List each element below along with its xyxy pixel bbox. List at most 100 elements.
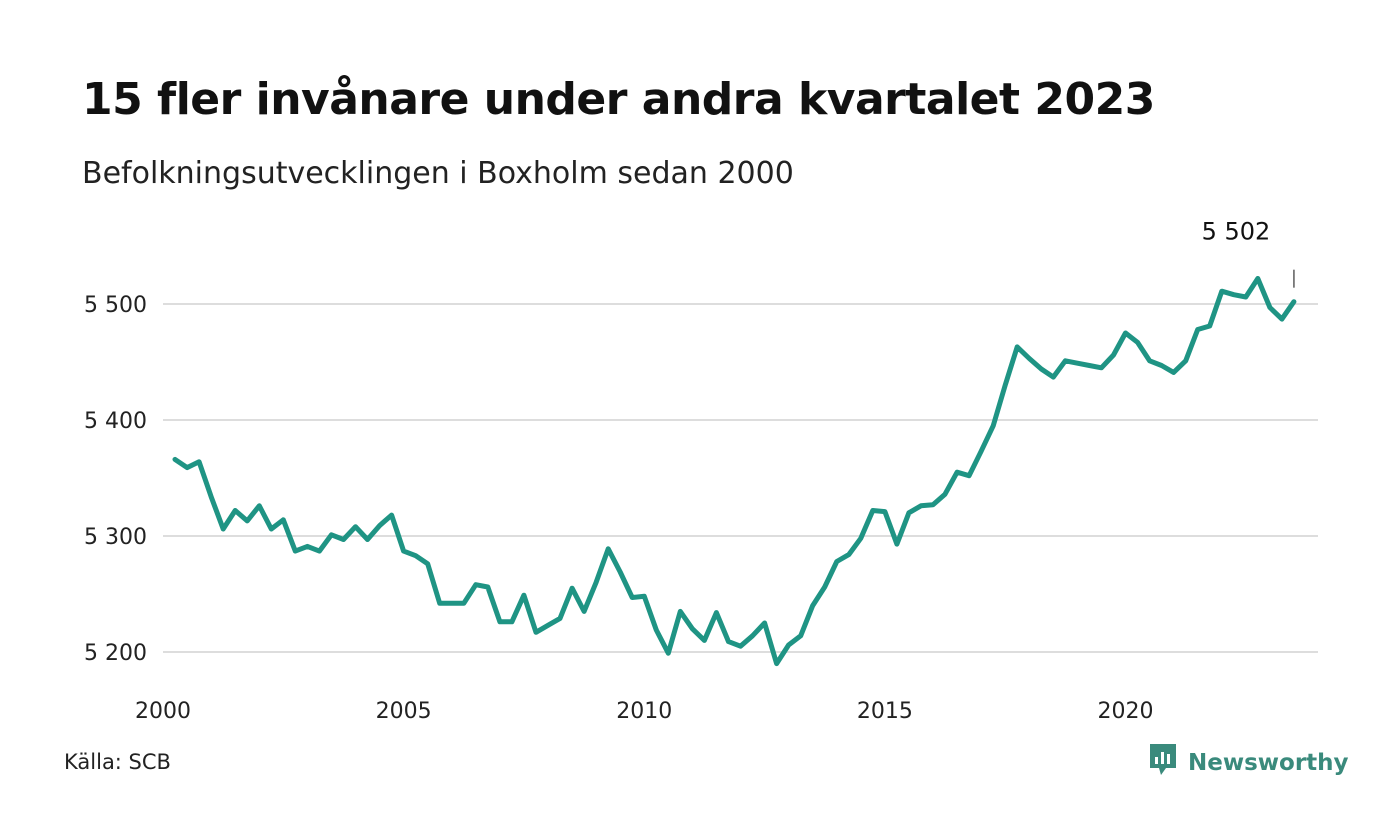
data-point xyxy=(906,510,912,515)
data-point xyxy=(1003,383,1008,388)
data-point xyxy=(1207,323,1212,329)
newsworthy-brand: Newsworthy xyxy=(1148,742,1349,784)
data-point xyxy=(798,633,803,638)
data-point xyxy=(1135,340,1140,345)
data-point xyxy=(991,423,996,428)
y-tick-label: 5 300 xyxy=(84,525,147,550)
data-point xyxy=(966,473,972,478)
data-point xyxy=(678,609,683,614)
data-point xyxy=(1015,344,1020,350)
data-point xyxy=(1099,365,1104,370)
data-point xyxy=(1027,356,1032,361)
data-point xyxy=(846,552,851,557)
data-point xyxy=(702,638,707,643)
data-point xyxy=(690,626,695,631)
data-point xyxy=(533,630,539,635)
data-point xyxy=(221,526,226,532)
brand-name: Newsworthy xyxy=(1188,750,1349,776)
data-point xyxy=(461,601,466,606)
data-point xyxy=(1219,289,1225,294)
y-gridlines xyxy=(163,303,1318,653)
source-note: Källa: SCB xyxy=(64,750,171,774)
data-point xyxy=(293,548,298,554)
data-point xyxy=(401,548,406,554)
data-point xyxy=(726,639,731,644)
data-point xyxy=(449,601,454,606)
data-point xyxy=(930,502,936,507)
end-value-label: 5 502 xyxy=(1202,218,1271,246)
data-point xyxy=(245,518,250,524)
data-point xyxy=(630,595,635,600)
data-point xyxy=(281,517,286,522)
data-point xyxy=(1051,374,1056,380)
data-point xyxy=(666,651,671,656)
data-point xyxy=(233,508,238,513)
data-point xyxy=(521,593,527,598)
data-point xyxy=(606,546,611,551)
data-point xyxy=(882,509,888,514)
data-point xyxy=(774,661,779,666)
y-axis-labels: 5 200 5 300 5 400 5 500 xyxy=(84,293,147,666)
data-point xyxy=(1195,327,1200,332)
data-point xyxy=(1039,366,1044,372)
y-tick-label: 5 400 xyxy=(84,409,147,434)
data-point xyxy=(317,548,322,554)
data-points xyxy=(172,276,1297,666)
data-point xyxy=(413,553,418,558)
data-point xyxy=(257,503,262,508)
x-tick-label: 2010 xyxy=(616,699,672,724)
data-point xyxy=(1267,305,1273,310)
data-point xyxy=(750,633,755,638)
data-point xyxy=(954,470,960,475)
data-point xyxy=(762,620,767,626)
chart-subtitle: Befolkningsutvecklingen i Boxholm sedan … xyxy=(82,156,794,191)
data-point xyxy=(485,584,490,590)
data-point xyxy=(1183,358,1188,363)
x-tick-label: 2015 xyxy=(857,699,913,724)
x-tick-label: 2000 xyxy=(135,699,191,724)
data-point xyxy=(618,569,623,575)
data-point xyxy=(1147,358,1152,363)
data-point xyxy=(810,603,815,608)
data-point xyxy=(870,508,875,513)
data-point xyxy=(822,584,827,590)
data-point xyxy=(1087,363,1092,368)
data-point xyxy=(834,559,839,564)
data-point xyxy=(545,623,551,628)
data-point xyxy=(1291,299,1297,304)
x-tick-label: 2005 xyxy=(376,699,432,724)
data-point xyxy=(786,642,791,648)
data-point xyxy=(581,609,587,614)
data-point xyxy=(557,616,563,621)
data-point xyxy=(1111,352,1116,358)
data-point xyxy=(642,594,647,599)
data-point xyxy=(858,536,863,541)
data-point xyxy=(714,610,719,615)
x-axis-labels: 2000 2005 2010 2015 2020 xyxy=(135,699,1154,724)
data-point xyxy=(1159,363,1164,368)
chart-title: 15 fler invånare under andra kvartalet 2… xyxy=(82,74,1155,125)
data-point xyxy=(184,465,190,470)
data-point xyxy=(1063,358,1068,363)
data-point xyxy=(437,601,442,606)
data-point xyxy=(593,580,599,585)
data-point xyxy=(1171,370,1176,375)
data-point xyxy=(269,526,274,532)
y-tick-label: 5 500 xyxy=(84,293,147,318)
data-point xyxy=(509,619,515,624)
data-point xyxy=(942,492,948,497)
data-point xyxy=(569,586,575,591)
data-point xyxy=(1243,294,1249,300)
data-point xyxy=(365,537,370,542)
data-point xyxy=(1231,292,1237,297)
population-line xyxy=(172,276,1297,667)
data-point xyxy=(894,541,900,547)
data-point xyxy=(341,537,346,542)
data-point xyxy=(1255,276,1261,281)
data-point xyxy=(738,644,743,649)
data-point xyxy=(1075,361,1080,366)
data-point xyxy=(497,619,503,624)
data-point xyxy=(389,512,394,518)
x-tick-label: 2020 xyxy=(1098,699,1154,724)
